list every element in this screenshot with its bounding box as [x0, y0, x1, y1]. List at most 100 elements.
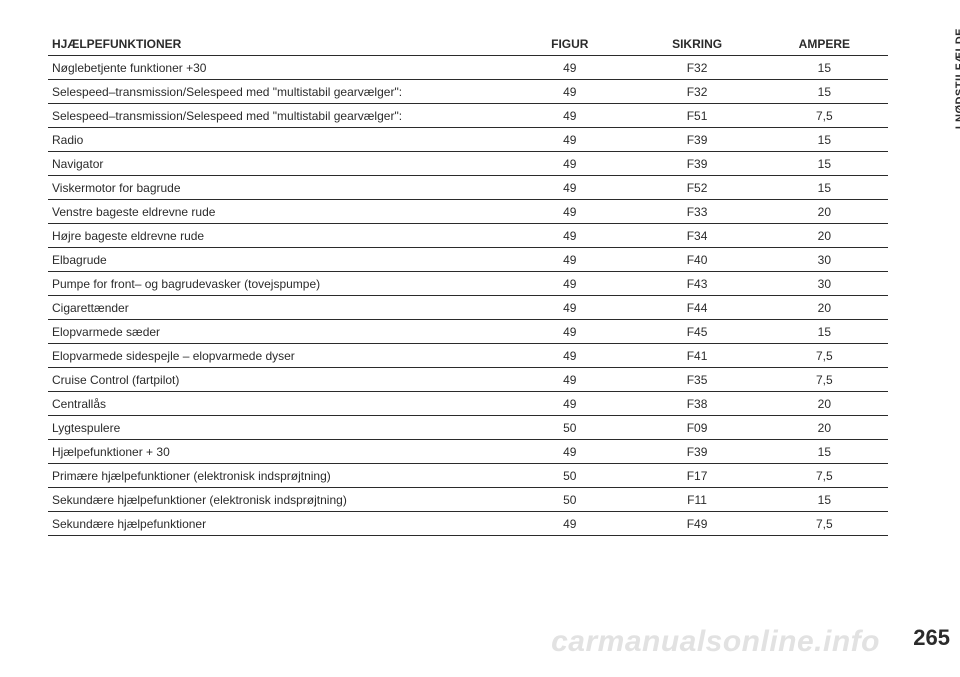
cell-function: Hjælpefunktioner + 30	[48, 440, 506, 464]
cell-ampere: 15	[761, 56, 888, 80]
col-header-ampere: AMPERE	[761, 32, 888, 56]
cell-figure: 49	[506, 200, 633, 224]
cell-fuse: F34	[633, 224, 760, 248]
cell-fuse: F52	[633, 176, 760, 200]
cell-figure: 49	[506, 248, 633, 272]
side-tab: I NØDSTILFÆLDE	[922, 0, 960, 677]
cell-function: Selespeed–transmission/Selespeed med "mu…	[48, 104, 506, 128]
cell-ampere: 20	[761, 392, 888, 416]
table-row: Nøglebetjente funktioner +3049F3215	[48, 56, 888, 80]
cell-fuse: F38	[633, 392, 760, 416]
cell-fuse: F41	[633, 344, 760, 368]
cell-figure: 49	[506, 152, 633, 176]
cell-ampere: 7,5	[761, 344, 888, 368]
table-row: Elopvarmede sidespejle – elopvarmede dys…	[48, 344, 888, 368]
table-row: Cruise Control (fartpilot)49F357,5	[48, 368, 888, 392]
cell-figure: 49	[506, 368, 633, 392]
cell-figure: 49	[506, 344, 633, 368]
cell-function: Elopvarmede sidespejle – elopvarmede dys…	[48, 344, 506, 368]
cell-ampere: 15	[761, 440, 888, 464]
cell-fuse: F39	[633, 152, 760, 176]
table-row: Venstre bageste eldrevne rude49F3320	[48, 200, 888, 224]
table-row: Selespeed–transmission/Selespeed med "mu…	[48, 80, 888, 104]
cell-function: Højre bageste eldrevne rude	[48, 224, 506, 248]
cell-figure: 49	[506, 56, 633, 80]
cell-ampere: 20	[761, 224, 888, 248]
cell-ampere: 7,5	[761, 512, 888, 536]
cell-function: Sekundære hjælpefunktioner	[48, 512, 506, 536]
table-body: Nøglebetjente funktioner +3049F3215Seles…	[48, 56, 888, 536]
table-row: Primære hjælpefunktioner (elektronisk in…	[48, 464, 888, 488]
cell-function: Primære hjælpefunktioner (elektronisk in…	[48, 464, 506, 488]
cell-ampere: 15	[761, 488, 888, 512]
cell-ampere: 20	[761, 416, 888, 440]
cell-figure: 49	[506, 224, 633, 248]
cell-function: Elbagrude	[48, 248, 506, 272]
cell-ampere: 7,5	[761, 104, 888, 128]
cell-function: Nøglebetjente funktioner +30	[48, 56, 506, 80]
table-row: Selespeed–transmission/Selespeed med "mu…	[48, 104, 888, 128]
section-label: I NØDSTILFÆLDE	[954, 28, 960, 129]
table-row: Hjælpefunktioner + 3049F3915	[48, 440, 888, 464]
col-header-figure: FIGUR	[506, 32, 633, 56]
cell-function: Navigator	[48, 152, 506, 176]
table-row: Elbagrude49F4030	[48, 248, 888, 272]
cell-figure: 49	[506, 512, 633, 536]
table-row: Lygtespulere50F0920	[48, 416, 888, 440]
cell-ampere: 15	[761, 320, 888, 344]
cell-fuse: F45	[633, 320, 760, 344]
cell-function: Radio	[48, 128, 506, 152]
cell-figure: 50	[506, 488, 633, 512]
cell-fuse: F40	[633, 248, 760, 272]
cell-function: Cruise Control (fartpilot)	[48, 368, 506, 392]
cell-figure: 49	[506, 272, 633, 296]
cell-fuse: F44	[633, 296, 760, 320]
table-row: Viskermotor for bagrude49F5215	[48, 176, 888, 200]
table-row: Radio49F3915	[48, 128, 888, 152]
cell-function: Selespeed–transmission/Selespeed med "mu…	[48, 80, 506, 104]
cell-ampere: 7,5	[761, 464, 888, 488]
col-header-fuse: SIKRING	[633, 32, 760, 56]
cell-function: Lygtespulere	[48, 416, 506, 440]
cell-fuse: F35	[633, 368, 760, 392]
cell-fuse: F09	[633, 416, 760, 440]
cell-fuse: F49	[633, 512, 760, 536]
table-row: Elopvarmede sæder49F4515	[48, 320, 888, 344]
cell-function: Viskermotor for bagrude	[48, 176, 506, 200]
page-number: 265	[913, 625, 950, 651]
cell-fuse: F39	[633, 128, 760, 152]
cell-figure: 49	[506, 176, 633, 200]
cell-fuse: F32	[633, 80, 760, 104]
cell-fuse: F43	[633, 272, 760, 296]
cell-fuse: F51	[633, 104, 760, 128]
table-row: Sekundære hjælpefunktioner49F497,5	[48, 512, 888, 536]
table-row: Navigator49F3915	[48, 152, 888, 176]
cell-figure: 49	[506, 128, 633, 152]
cell-figure: 49	[506, 320, 633, 344]
cell-fuse: F32	[633, 56, 760, 80]
table-row: Cigarettænder49F4420	[48, 296, 888, 320]
cell-function: Pumpe for front– og bagrudevasker (tovej…	[48, 272, 506, 296]
cell-fuse: F11	[633, 488, 760, 512]
table-row: Pumpe for front– og bagrudevasker (tovej…	[48, 272, 888, 296]
cell-function: Centrallås	[48, 392, 506, 416]
cell-ampere: 15	[761, 128, 888, 152]
watermark: carmanualsonline.info	[551, 625, 880, 659]
col-header-function: HJÆLPEFUNKTIONER	[48, 32, 506, 56]
cell-figure: 49	[506, 392, 633, 416]
cell-figure: 49	[506, 104, 633, 128]
cell-figure: 50	[506, 464, 633, 488]
cell-ampere: 15	[761, 152, 888, 176]
cell-function: Elopvarmede sæder	[48, 320, 506, 344]
table-row: Højre bageste eldrevne rude49F3420	[48, 224, 888, 248]
cell-fuse: F33	[633, 200, 760, 224]
cell-figure: 50	[506, 416, 633, 440]
content-area: HJÆLPEFUNKTIONER FIGUR SIKRING AMPERE Nø…	[48, 32, 888, 536]
cell-ampere: 20	[761, 200, 888, 224]
table-row: Centrallås49F3820	[48, 392, 888, 416]
cell-fuse: F39	[633, 440, 760, 464]
cell-fuse: F17	[633, 464, 760, 488]
cell-figure: 49	[506, 440, 633, 464]
fuse-table: HJÆLPEFUNKTIONER FIGUR SIKRING AMPERE Nø…	[48, 32, 888, 536]
cell-ampere: 15	[761, 176, 888, 200]
